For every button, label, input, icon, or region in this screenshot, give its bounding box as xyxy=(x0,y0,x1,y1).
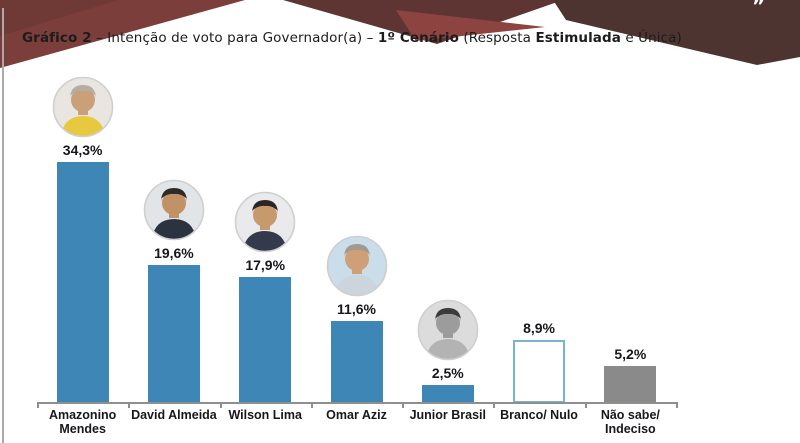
bar xyxy=(604,366,657,403)
bar-value-label: 19,6% xyxy=(154,245,194,261)
person-silhouette xyxy=(150,188,197,240)
omar-aziz-photo xyxy=(326,235,387,297)
david-almeida-photo xyxy=(143,179,205,241)
category-label: Wilson Lima xyxy=(228,408,302,422)
bar-value-label: 34,3% xyxy=(62,142,103,158)
bar xyxy=(513,340,566,403)
x-axis-tick xyxy=(402,402,405,408)
chart-title: Gráfico 2 – Intenção de voto para Govern… xyxy=(22,30,762,46)
x-axis-tick xyxy=(219,402,222,408)
category-label: Branco/ Nulo xyxy=(500,408,578,422)
title-segment: – Intenção de voto para Governador(a) – xyxy=(91,30,378,46)
bar-value-label: 5,2% xyxy=(614,346,647,362)
bar-value-label: 17,9% xyxy=(245,257,286,273)
bar xyxy=(147,265,200,403)
x-axis-tick xyxy=(676,402,678,408)
x-axis-tick xyxy=(128,402,131,408)
quote-mark-decor: ” xyxy=(752,0,766,18)
person-silhouette xyxy=(333,244,380,296)
bar xyxy=(421,385,474,403)
title-segment: Estimulada xyxy=(535,30,621,46)
page-edge-line xyxy=(2,8,4,443)
x-axis-tick xyxy=(37,402,39,408)
person-silhouette xyxy=(242,200,289,252)
category-label: Amazonino Mendes xyxy=(48,408,117,437)
x-axis-tick xyxy=(584,402,587,408)
bar xyxy=(239,277,292,403)
category-label: Junior Brasil xyxy=(409,408,486,422)
chart-column: 5,2% xyxy=(584,346,676,403)
bar xyxy=(330,321,383,403)
title-segment: 1º Cenário xyxy=(377,30,459,46)
chart-column: 19,6% xyxy=(128,178,220,403)
chart-column: 2,5% xyxy=(402,298,494,403)
x-axis-tick xyxy=(310,402,313,408)
chart-column: 11,6% xyxy=(311,234,403,403)
title-segment: Gráfico 2 xyxy=(22,30,92,46)
x-axis-tick xyxy=(493,402,496,408)
x-axis-line xyxy=(37,402,676,404)
category-label: Omar Aziz xyxy=(326,408,387,422)
bar-value-label: 11,6% xyxy=(337,301,376,317)
bar xyxy=(56,162,109,403)
category-label: Não sabe/ Indeciso xyxy=(600,408,660,437)
title-segment: e Única) xyxy=(620,30,682,46)
title-segment: (Resposta xyxy=(458,30,536,46)
person-silhouette xyxy=(424,308,471,360)
chart-column: 34,3% xyxy=(37,75,129,403)
chart-column: 8,9% xyxy=(493,320,585,403)
bar-value-label: 2,5% xyxy=(431,365,464,381)
category-label: David Almeida xyxy=(131,408,217,422)
chart-column: 17,9% xyxy=(219,190,311,403)
amazonino-mendes-photo xyxy=(52,76,113,138)
person-silhouette xyxy=(59,85,106,137)
junior-brasil-photo xyxy=(417,299,479,361)
wilson-lima-photo xyxy=(234,191,296,253)
bar-value-label: 8,9% xyxy=(523,320,556,336)
